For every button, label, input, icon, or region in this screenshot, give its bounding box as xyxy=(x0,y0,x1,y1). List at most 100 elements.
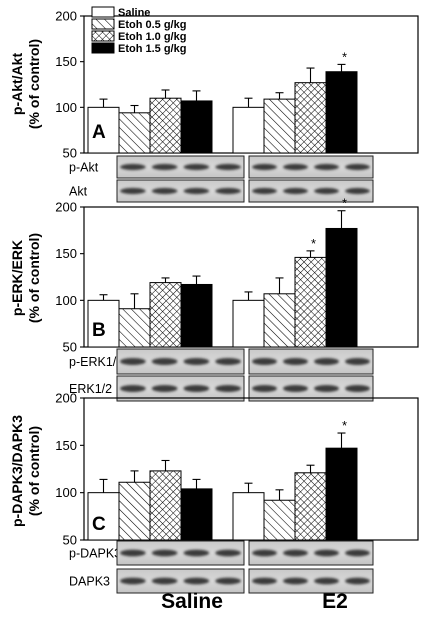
panel-letter: A xyxy=(92,122,106,143)
legend-swatch xyxy=(91,18,115,30)
blot-band xyxy=(252,358,277,365)
blot-band xyxy=(283,577,308,585)
y-axis-label-line1: p-ERK/ERK xyxy=(9,240,25,316)
y-tick-label: 150 xyxy=(55,246,77,261)
blot-band xyxy=(252,163,277,171)
blot-band xyxy=(215,187,241,195)
bar xyxy=(118,112,151,154)
y-tick-label: 50 xyxy=(63,146,77,161)
y-axis-label-line2: (% of control) xyxy=(26,233,42,323)
blot-strip xyxy=(248,179,374,203)
group-label-e2: E2 xyxy=(322,590,348,613)
blot-label: p-Akt xyxy=(69,161,99,175)
legend-label: Etoh 1.5 g/kg xyxy=(118,43,186,55)
bar xyxy=(325,71,358,154)
bar xyxy=(180,100,213,154)
blot-band xyxy=(283,385,308,392)
bar xyxy=(263,293,296,348)
blot-band xyxy=(345,549,370,557)
blot-band xyxy=(314,549,339,557)
blot-band xyxy=(314,385,339,392)
panel-c: 50 100 150 200 p-DAPK3/DAPK3(% of control) * C… xyxy=(9,391,419,594)
group-label-saline: Saline xyxy=(161,590,223,613)
blot-band xyxy=(215,358,241,365)
blot-band xyxy=(215,577,241,585)
blot-band xyxy=(215,163,241,171)
blot-band xyxy=(345,187,370,195)
blot-label: p-ERK1/2 xyxy=(69,355,123,369)
bar xyxy=(180,488,213,541)
blot-band xyxy=(283,549,308,557)
bar xyxy=(87,106,120,154)
blot-band xyxy=(120,187,146,195)
blot-band xyxy=(183,385,210,392)
blot-band xyxy=(151,187,178,195)
blot-band xyxy=(345,385,370,392)
panel-b: 50 100 150 200 p-ERK/ERK(% of control) * * Bp-E… xyxy=(9,196,419,402)
bar xyxy=(232,106,265,154)
blot-strip xyxy=(248,155,374,179)
blot-band xyxy=(314,577,339,585)
y-axis-label: p-Akt/Akt(% of control) xyxy=(9,39,42,129)
blot-band xyxy=(120,549,146,557)
legend-label: Saline xyxy=(118,7,150,19)
bar xyxy=(263,499,296,541)
bar xyxy=(294,82,327,154)
legend-swatch xyxy=(91,6,115,18)
blot-band xyxy=(283,187,308,195)
bar xyxy=(118,481,151,541)
blot-band xyxy=(120,163,146,171)
bar xyxy=(294,472,327,541)
blot-label: DAPK3 xyxy=(69,575,110,589)
y-tick-label: 200 xyxy=(55,200,77,215)
blot-band xyxy=(120,358,146,365)
panel-letter: B xyxy=(92,320,106,341)
y-tick-label: 100 xyxy=(55,293,77,308)
blot-band xyxy=(314,358,339,365)
blot-band xyxy=(151,549,178,557)
panel-a: 50 100 150 200 p-Akt/Akt(% of control) * Ap-Ak… xyxy=(9,9,419,203)
y-axis-label-line1: p-DAPK3/DAPK3 xyxy=(9,415,25,527)
blot-label: Akt xyxy=(69,185,88,199)
blot-band xyxy=(151,385,178,392)
blot-band xyxy=(183,187,210,195)
blot-band xyxy=(252,577,277,585)
legend-swatch xyxy=(91,42,115,54)
blot-band xyxy=(345,577,370,585)
significance-star: * xyxy=(311,236,316,251)
blot-band xyxy=(252,187,277,195)
blot-band xyxy=(215,549,241,557)
bar xyxy=(263,98,296,154)
blot-band xyxy=(215,385,241,392)
y-tick-label: 200 xyxy=(55,391,77,406)
panel-letter: C xyxy=(92,514,106,535)
bar xyxy=(232,299,265,348)
significance-star: * xyxy=(342,418,347,433)
y-tick-label: 200 xyxy=(55,9,77,24)
blot-band xyxy=(120,385,146,392)
blot-band xyxy=(283,163,308,171)
blot-band xyxy=(314,187,339,195)
y-tick-label: 100 xyxy=(55,100,77,115)
blot-band xyxy=(151,163,178,171)
bar xyxy=(180,283,213,348)
bar xyxy=(149,282,182,348)
blot-band xyxy=(151,358,178,365)
blot-band xyxy=(314,163,339,171)
y-axis-label-line2: (% of control) xyxy=(26,426,42,516)
blot-band xyxy=(283,358,308,365)
y-tick-label: 50 xyxy=(63,340,77,355)
blot-band xyxy=(252,549,277,557)
bar xyxy=(294,256,327,348)
y-tick-label: 50 xyxy=(63,533,77,548)
legend-label: Etoh 1.0 g/kg xyxy=(118,31,186,43)
bar xyxy=(232,492,265,541)
blot-band xyxy=(183,163,210,171)
blot-band xyxy=(151,577,178,585)
y-axis-label: p-DAPK3/DAPK3(% of control) xyxy=(9,415,42,527)
blot-strip xyxy=(116,155,245,179)
blot-band xyxy=(252,385,277,392)
y-tick-label: 150 xyxy=(55,54,77,69)
